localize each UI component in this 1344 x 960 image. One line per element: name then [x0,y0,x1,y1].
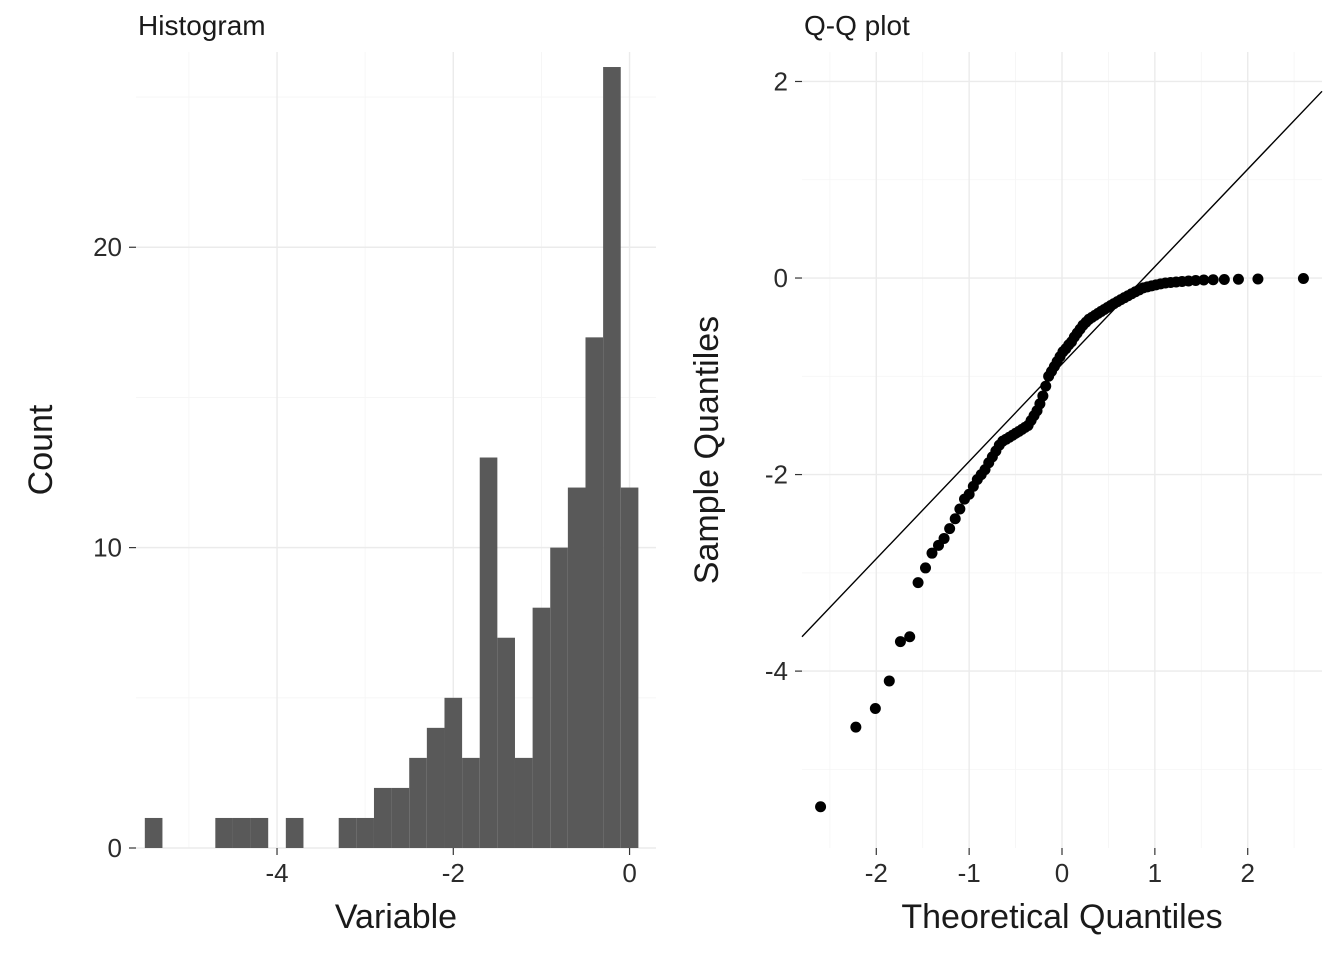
svg-text:0: 0 [108,833,122,863]
qq-point [1198,274,1209,285]
svg-text:-2: -2 [442,858,465,888]
histogram-bar [585,337,603,848]
histogram-svg: -4 -2 0 0 10 20 Variable Count [18,46,668,946]
svg-text:-2: -2 [865,858,888,888]
histogram-bar [497,638,515,848]
histogram-bar [409,758,427,848]
histogram-bar [286,818,304,848]
svg-text:2: 2 [1240,858,1254,888]
histogram-plot: -4 -2 0 0 10 20 Variable Count [18,46,668,960]
qqplot-title: Q-Q plot [804,10,1334,42]
qq-point [950,513,961,524]
svg-text:-1: -1 [958,858,981,888]
svg-text:2: 2 [774,66,788,96]
qq-point [920,562,931,573]
qq-point [870,703,881,714]
svg-text:20: 20 [93,232,122,262]
histogram-bar [233,818,251,848]
svg-text:10: 10 [93,533,122,563]
histogram-bar [145,818,163,848]
qqplot-panel: Q-Q plot -2 -1 0 1 2 -4 -2 0 2 Theoretical Quanti… [684,10,1334,960]
histogram-panel: Histogram -4 -2 0 0 10 20 Variable Count [18,10,668,960]
svg-text:1: 1 [1148,858,1162,888]
svg-text:0: 0 [622,858,636,888]
qqplot-svg: -2 -1 0 1 2 -4 -2 0 2 Theoretical Quantiles Sample… [684,46,1334,946]
qq-point [1233,274,1244,285]
histogram-bar [444,698,462,848]
histogram-bar [356,818,374,848]
histogram-bar [462,758,480,848]
qq-point [895,636,906,647]
histogram-bar [374,788,392,848]
histogram-bar [568,488,586,848]
qq-point [939,533,950,544]
qq-point [1040,381,1051,392]
qq-point [913,577,924,588]
histogram-bar [215,818,233,848]
histogram-bar [515,758,533,848]
qq-point [884,675,895,686]
svg-text:Theoretical Quantiles: Theoretical Quantiles [901,898,1222,936]
qq-point [904,631,915,642]
svg-text:Variable: Variable [335,898,457,936]
histogram-bar [533,608,551,848]
qq-point [944,523,955,534]
histogram-bar [550,548,568,848]
histogram-bar [339,818,357,848]
histogram-title: Histogram [138,10,668,42]
qq-point [954,503,965,514]
chart-container: Histogram -4-2001020VariableCount Q-Q pl… [0,0,1344,960]
svg-text:Count: Count [22,404,60,495]
qq-point [1298,273,1309,284]
svg-text:Sample Quantiles: Sample Quantiles [688,316,726,584]
histogram-bar [480,458,498,848]
histogram-bar [603,67,621,848]
histogram-bar [427,728,445,848]
qq-point [1208,274,1219,285]
qq-point [850,722,861,733]
qqplot-plot: -2 -1 0 1 2 -4 -2 0 2 Theoretical Quantiles Sample… [684,46,1334,960]
svg-text:-2: -2 [765,460,788,490]
qq-point [1219,274,1230,285]
histogram-bar [251,818,269,848]
svg-text:0: 0 [774,263,788,293]
svg-text:-4: -4 [265,858,288,888]
histogram-bar [392,788,410,848]
qq-point [815,801,826,812]
svg-text:-4: -4 [765,656,788,686]
qq-point [1252,274,1263,285]
qq-point [1037,390,1048,401]
histogram-bar [621,488,639,848]
svg-text:0: 0 [1055,858,1069,888]
